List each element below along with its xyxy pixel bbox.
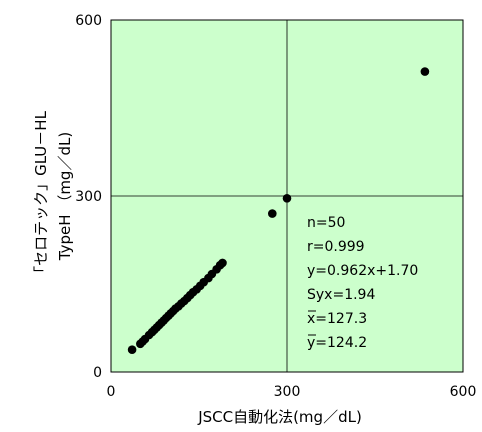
stat-r: r=0.999 (307, 239, 365, 255)
data-point (127, 345, 137, 355)
data-point (268, 209, 277, 218)
x-tick-labels: 0 300 600 (107, 384, 477, 400)
statistics-box: n=50 r=0.999 y=0.962x+1.70 Syx=1.94 x=12… (307, 215, 418, 351)
data-point (218, 258, 227, 268)
stat-xbar: x=127.3 (307, 311, 367, 327)
data-points (127, 67, 430, 355)
y-axis-title: 「セロテック」GLU－HL TypeH （mg／dL) (32, 110, 74, 280)
stat-equation: y=0.962x+1.70 (307, 263, 418, 279)
stat-n: n=50 (307, 215, 345, 231)
x-tick-label: 300 (274, 384, 301, 400)
y-tick-label: 300 (75, 189, 102, 205)
data-point (282, 194, 292, 203)
y-tick-label: 600 (75, 13, 102, 29)
stat-syx: Syx=1.94 (307, 287, 375, 303)
y-tick-labels: 0 300 600 (75, 13, 102, 381)
x-tick-label: 0 (107, 384, 116, 400)
data-point (420, 67, 430, 76)
y-tick-label: 0 (93, 365, 102, 381)
x-tick-label: 600 (450, 384, 477, 400)
x-axis-title: JSCC自動化法(mg／dL) (197, 408, 362, 426)
y-axis-title-line-2: TypeH （mg／dL) (56, 132, 74, 261)
stat-ybar: y=124.2 (307, 335, 367, 351)
y-axis-title-line-1: 「セロテック」GLU－HL (32, 110, 50, 280)
